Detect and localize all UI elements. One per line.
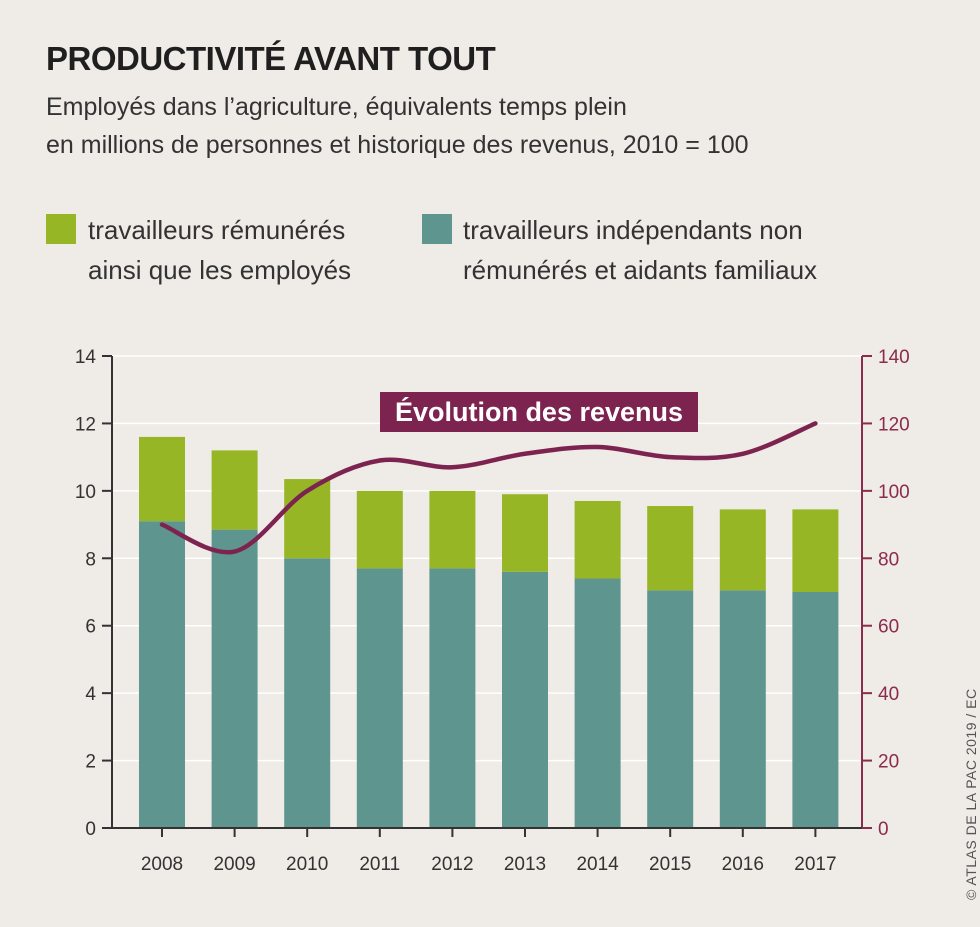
bar-paid-workers bbox=[647, 506, 694, 591]
legend-paid-line-2: ainsi que les employés bbox=[88, 255, 352, 285]
chart-title: PRODUCTIVITÉ AVANT TOUT bbox=[46, 40, 496, 77]
right-axis-tick-label: 120 bbox=[878, 414, 910, 435]
x-axis-tick-label: 2009 bbox=[213, 854, 255, 875]
x-axis-tick-label: 2012 bbox=[431, 854, 473, 875]
right-axis-tick-label: 100 bbox=[878, 482, 910, 503]
legend-label-self: travailleurs indépendants non rémunérés … bbox=[463, 210, 817, 290]
left-axis-tick-label: 8 bbox=[85, 549, 96, 570]
x-axis-tick-label: 2008 bbox=[141, 854, 183, 875]
bar-paid-workers bbox=[139, 436, 185, 522]
bar-self-employed bbox=[284, 558, 331, 828]
bar-self-employed bbox=[139, 521, 185, 828]
bar-self-employed bbox=[211, 529, 258, 828]
bar-self-employed bbox=[647, 590, 694, 828]
right-axis-tick-label: 20 bbox=[878, 752, 899, 773]
left-axis-tick-label: 6 bbox=[85, 617, 96, 638]
left-axis-tick-label: 10 bbox=[75, 482, 96, 503]
legend-self-line-2: rémunérés et aidants familiaux bbox=[463, 255, 818, 285]
subtitle-line-1: Employés dans l’agriculture, équivalents… bbox=[46, 93, 627, 121]
x-axis-tick-label: 2014 bbox=[576, 854, 619, 875]
bar-self-employed bbox=[792, 592, 839, 828]
x-axis-tick-label: 2016 bbox=[722, 854, 764, 875]
bar-paid-workers bbox=[356, 490, 403, 569]
bar-paid-workers bbox=[792, 509, 839, 592]
bar-paid-workers bbox=[429, 490, 476, 569]
x-axis-tick-label: 2010 bbox=[286, 854, 328, 875]
bar-paid-workers bbox=[719, 509, 766, 591]
bar-paid-workers bbox=[502, 494, 548, 572]
legend-paid-line-1: travailleurs rémunérés bbox=[88, 215, 346, 245]
bar-self-employed bbox=[574, 578, 621, 828]
bar-self-employed bbox=[502, 571, 548, 828]
bar-self-employed bbox=[719, 590, 766, 828]
revenue-line bbox=[159, 421, 818, 555]
right-axis-tick-label: 60 bbox=[878, 617, 899, 638]
left-axis-tick-label: 14 bbox=[75, 347, 97, 368]
legend-swatch-paid bbox=[46, 214, 76, 244]
bar-self-employed bbox=[356, 568, 403, 828]
bar-self-employed bbox=[429, 568, 476, 828]
right-axis-tick-label: 80 bbox=[878, 549, 899, 570]
right-axis-tick-label: 0 bbox=[878, 819, 889, 840]
legend-swatch-self bbox=[422, 214, 452, 244]
right-axis-tick-label: 40 bbox=[878, 684, 899, 705]
x-axis-tick-label: 2013 bbox=[504, 854, 546, 875]
credit-text: © ATLAS DE LA PAC 2019 / EC bbox=[963, 688, 979, 900]
legend-label-paid: travailleurs rémunérés ainsi que les emp… bbox=[88, 210, 351, 290]
revenue-line-label: Évolution des revenus bbox=[380, 392, 698, 432]
bar-paid-workers bbox=[211, 450, 258, 530]
x-axis-tick-label: 2015 bbox=[649, 854, 691, 875]
left-axis-tick-label: 12 bbox=[75, 414, 96, 435]
legend-self-line-1: travailleurs indépendants non bbox=[463, 215, 803, 245]
left-axis-tick-label: 4 bbox=[85, 684, 96, 705]
x-axis-tick-label: 2017 bbox=[794, 854, 836, 875]
chart-subtitle: Employés dans l’agriculture, équivalents… bbox=[46, 88, 926, 164]
left-axis-tick-label: 2 bbox=[85, 752, 96, 773]
x-axis-tick-label: 2011 bbox=[359, 854, 400, 875]
bar-paid-workers bbox=[574, 500, 621, 579]
left-axis-tick-label: 0 bbox=[85, 819, 96, 840]
right-axis-tick-label: 140 bbox=[878, 347, 910, 368]
subtitle-line-2: en millions de personnes et historique d… bbox=[46, 131, 749, 159]
